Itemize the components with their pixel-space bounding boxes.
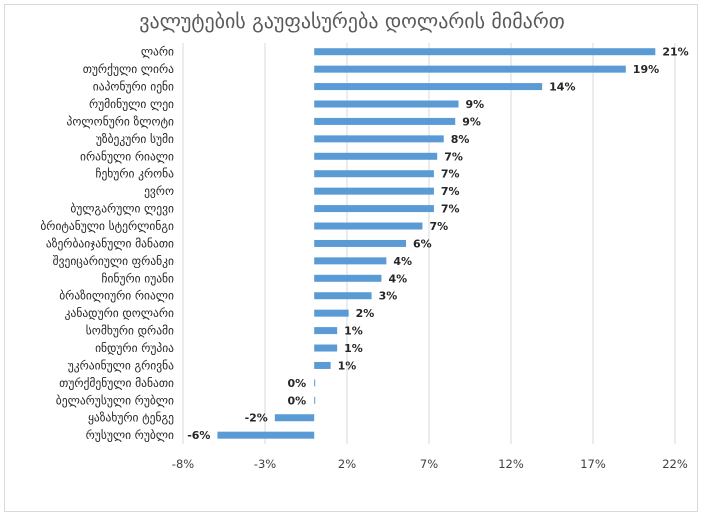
bar <box>314 327 338 335</box>
value-label: 21% <box>662 46 688 59</box>
category-label: ბულგარული ლევი <box>70 202 174 216</box>
value-label: 3% <box>379 290 398 303</box>
x-tick-label: 22% <box>662 457 688 471</box>
bar <box>314 135 444 143</box>
category-label: ლარი <box>141 45 174 59</box>
value-label: 7% <box>441 203 460 216</box>
category-label: შვეიცარიული ფრანკი <box>53 254 174 268</box>
value-label: 0% <box>288 394 307 407</box>
bar <box>314 344 338 352</box>
category-label: იაპონური იენი <box>93 80 174 94</box>
value-label: 0% <box>288 377 307 390</box>
value-label: -6% <box>187 429 210 442</box>
category-label: ირანული რიალი <box>80 149 174 163</box>
category-label: ბრაზილიური რიალი <box>59 289 174 303</box>
value-label: 1% <box>338 359 357 372</box>
category-label: პოლონური ზლოტი <box>67 114 175 128</box>
bar <box>314 100 459 108</box>
x-tick-label: -3% <box>254 457 276 471</box>
category-label: აზერბაიჯანული მანათი <box>46 236 174 250</box>
bar <box>274 414 315 422</box>
value-label: 19% <box>633 63 659 76</box>
value-label: 1% <box>344 342 363 355</box>
bar <box>314 117 456 125</box>
value-label: -2% <box>245 412 268 425</box>
bar <box>314 309 349 317</box>
bar <box>314 274 382 282</box>
value-label: 7% <box>441 168 460 181</box>
bar <box>314 396 316 404</box>
value-label: 9% <box>462 115 481 128</box>
value-label: 14% <box>549 81 575 94</box>
category-label: რუმინული ლეი <box>89 97 174 111</box>
x-tick-label: 2% <box>338 457 356 471</box>
x-tick-label: 7% <box>420 457 438 471</box>
bar <box>314 361 331 369</box>
bar <box>314 65 626 73</box>
value-label: 6% <box>413 237 432 250</box>
category-label: ჩინური იუანი <box>102 271 175 285</box>
value-label: 4% <box>393 255 412 268</box>
category-label: ინდური რუპია <box>95 341 174 355</box>
grid-lines <box>182 43 676 444</box>
value-label: 7% <box>429 220 448 233</box>
category-label: ბელარუსული რუბლი <box>56 393 174 407</box>
bar <box>314 379 316 387</box>
category-label: ევრო <box>144 184 174 198</box>
category-label: ბრიტანული სტერლინგი <box>40 219 174 233</box>
value-label: 9% <box>466 98 485 111</box>
value-label: 8% <box>451 133 470 146</box>
x-tick-label: -8% <box>172 457 194 471</box>
category-label: თურქმენული მანათი <box>59 376 174 390</box>
bar <box>314 222 423 230</box>
x-tick-label: 17% <box>580 457 606 471</box>
bar <box>314 187 434 195</box>
bar <box>217 431 315 439</box>
bar <box>314 152 438 160</box>
bar <box>314 292 372 300</box>
category-label: სომხური დრამი <box>86 324 174 338</box>
bar <box>314 83 543 91</box>
category-label: უზბეკური სუმი <box>96 132 174 146</box>
bar <box>314 239 407 247</box>
category-label: თურქული ლირა <box>83 62 174 76</box>
value-label: 2% <box>356 307 375 320</box>
category-label: ყაზახური ტენგე <box>88 411 174 425</box>
category-label: კანადური დოლარი <box>65 306 174 320</box>
bar <box>314 205 434 213</box>
category-label: უკრაინული გრივნა <box>68 358 174 372</box>
value-label: 7% <box>444 150 463 163</box>
category-label: ჩეხური კრონა <box>95 167 174 181</box>
x-axis-ticks: -8% -3% 2% 7% 12% 17% 22% <box>172 457 688 471</box>
bar <box>314 170 434 178</box>
bar <box>314 257 387 265</box>
value-labels: 21%19%14%9%9%8%7%7%7%7%7%6%4%4%3%2%1%1%1… <box>187 46 688 442</box>
value-label: 7% <box>441 185 460 198</box>
x-tick-label: 12% <box>498 457 524 471</box>
value-label: 1% <box>344 325 363 338</box>
bars <box>217 48 656 439</box>
value-label: 4% <box>388 272 407 285</box>
chart-title: ვალუტების გაუფასურება დოლარის მიმართ <box>139 9 565 33</box>
bar <box>314 48 656 56</box>
category-label: რუსული რუბლი <box>86 428 174 442</box>
category-labels: ლარი თურქული ლირა იაპონური იენი რუმინული ლე… <box>40 45 174 442</box>
